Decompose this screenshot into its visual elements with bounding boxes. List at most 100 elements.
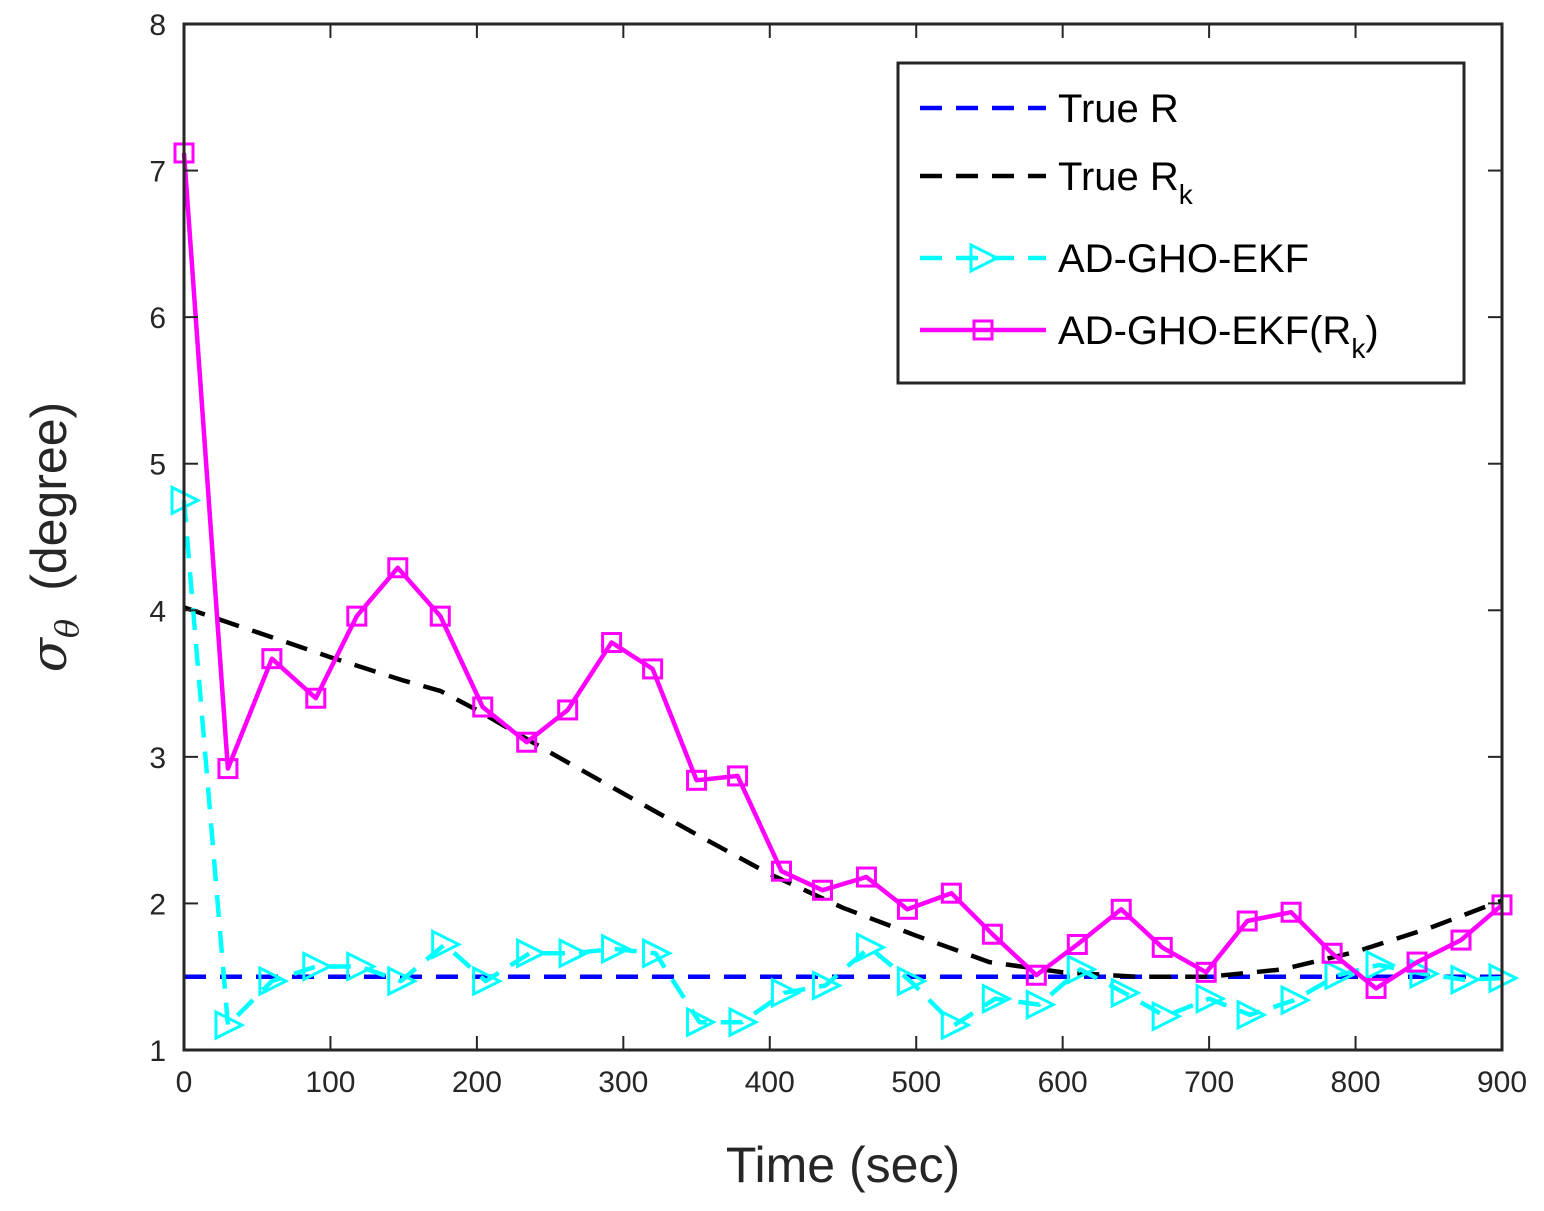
data-point	[387, 557, 409, 579]
legend-label-main: True R	[1058, 155, 1179, 199]
data-point	[305, 687, 327, 709]
data-point	[1025, 989, 1057, 1020]
data-point	[642, 937, 673, 969]
data-point	[261, 648, 283, 670]
legend-label: AD-GHO-EKF(Rk)	[1058, 309, 1379, 364]
legend-label-main: AD-GHO-EKF	[1058, 237, 1309, 281]
data-point	[896, 898, 918, 920]
data-point	[811, 879, 833, 901]
legend-marker	[972, 319, 994, 341]
data-point	[1195, 961, 1217, 983]
data-point	[770, 977, 802, 1009]
data-point	[727, 765, 749, 787]
y-tick-label: 2	[149, 888, 166, 921]
data-point	[472, 965, 504, 997]
data-point	[770, 860, 792, 882]
data-point	[472, 696, 494, 718]
data-point	[1280, 984, 1312, 1016]
data-point	[387, 965, 419, 997]
legend-label-subscript: k	[1351, 333, 1366, 364]
legend-label: True R	[1058, 87, 1179, 131]
y-tick-label: 4	[149, 595, 166, 628]
data-point	[1110, 977, 1142, 1009]
legend-label-main: True R	[1058, 87, 1179, 131]
legend-label: AD-GHO-EKF	[1058, 237, 1309, 281]
x-tick-label: 0	[176, 1066, 193, 1099]
x-tick-label: 100	[305, 1066, 355, 1099]
data-point	[217, 758, 239, 780]
data-point	[516, 937, 547, 969]
data-point	[685, 1006, 717, 1038]
data-point	[429, 605, 451, 627]
data-point	[855, 931, 887, 963]
data-point	[940, 882, 962, 904]
legend-label: True Rk	[1058, 155, 1194, 210]
data-point	[1236, 910, 1258, 932]
x-tick-label: 400	[745, 1066, 795, 1099]
y-tick-label: 3	[149, 742, 166, 775]
data-point	[346, 951, 378, 982]
y-tick-label: 7	[149, 156, 166, 189]
series-layer	[170, 142, 1520, 1041]
data-point	[1406, 951, 1428, 973]
y-axis-subscript: θ	[48, 619, 86, 638]
data-point	[1321, 942, 1343, 964]
data-point	[1110, 898, 1132, 920]
series-1	[183, 605, 1503, 979]
legend-item: True R	[920, 87, 1179, 131]
data-point	[1450, 964, 1482, 996]
data-point	[1450, 929, 1472, 951]
data-point	[258, 965, 290, 997]
axis-ticks: 0 100 200 300 400 500 600 700 800 900 1 2 3 4 5 6 7 8	[149, 9, 1527, 1099]
legend-item: AD-GHO-EKF	[920, 237, 1309, 281]
x-tick-label: 200	[452, 1066, 502, 1099]
y-tick-label: 5	[149, 449, 166, 482]
data-point	[1365, 949, 1397, 981]
data-point	[1195, 983, 1227, 1015]
data-point	[896, 965, 928, 997]
x-tick-label: 800	[1331, 1066, 1381, 1099]
data-point	[558, 937, 590, 969]
data-point	[601, 933, 632, 965]
x-tick-label: 700	[1184, 1066, 1234, 1099]
data-point	[811, 970, 843, 1001]
data-point	[642, 658, 664, 680]
data-point	[1066, 953, 1098, 985]
data-point	[728, 1006, 760, 1038]
legend-marker	[969, 242, 1001, 274]
data-point	[302, 951, 334, 982]
data-point	[431, 929, 463, 960]
x-tick-label: 300	[598, 1066, 648, 1099]
data-point	[855, 866, 877, 888]
data-point	[1151, 1000, 1183, 1032]
x-tick-label: 600	[1038, 1066, 1088, 1099]
data-point	[1409, 958, 1441, 990]
y-tick-label: 1	[149, 1035, 166, 1068]
data-point	[981, 983, 1013, 1015]
svg-text:σθ(degree): σθ (degree)	[20, 402, 86, 672]
data-point	[1025, 964, 1047, 986]
series-2	[170, 484, 1520, 1041]
data-point	[1280, 901, 1302, 923]
data-point	[981, 923, 1003, 945]
data-point	[214, 1009, 246, 1041]
legend-item: AD-GHO-EKF(Rk)	[920, 309, 1379, 364]
data-point	[1151, 936, 1173, 958]
series-3	[173, 142, 1513, 999]
data-point	[1236, 999, 1268, 1031]
legend-label-suffix: )	[1365, 309, 1378, 353]
data-point	[346, 605, 368, 627]
series-line	[183, 605, 1503, 979]
legend-item: True Rk	[920, 155, 1194, 210]
data-point	[1365, 977, 1387, 999]
plot-area-border	[182, 22, 1504, 1052]
x-axis-title: Time (sec)	[726, 1137, 960, 1193]
x-tick-label: 900	[1477, 1066, 1527, 1099]
y-tick-label: 8	[149, 9, 166, 42]
data-point	[940, 1009, 972, 1041]
y-tick-label: 6	[149, 302, 166, 335]
data-point	[686, 769, 708, 791]
series-line	[181, 500, 1503, 1028]
